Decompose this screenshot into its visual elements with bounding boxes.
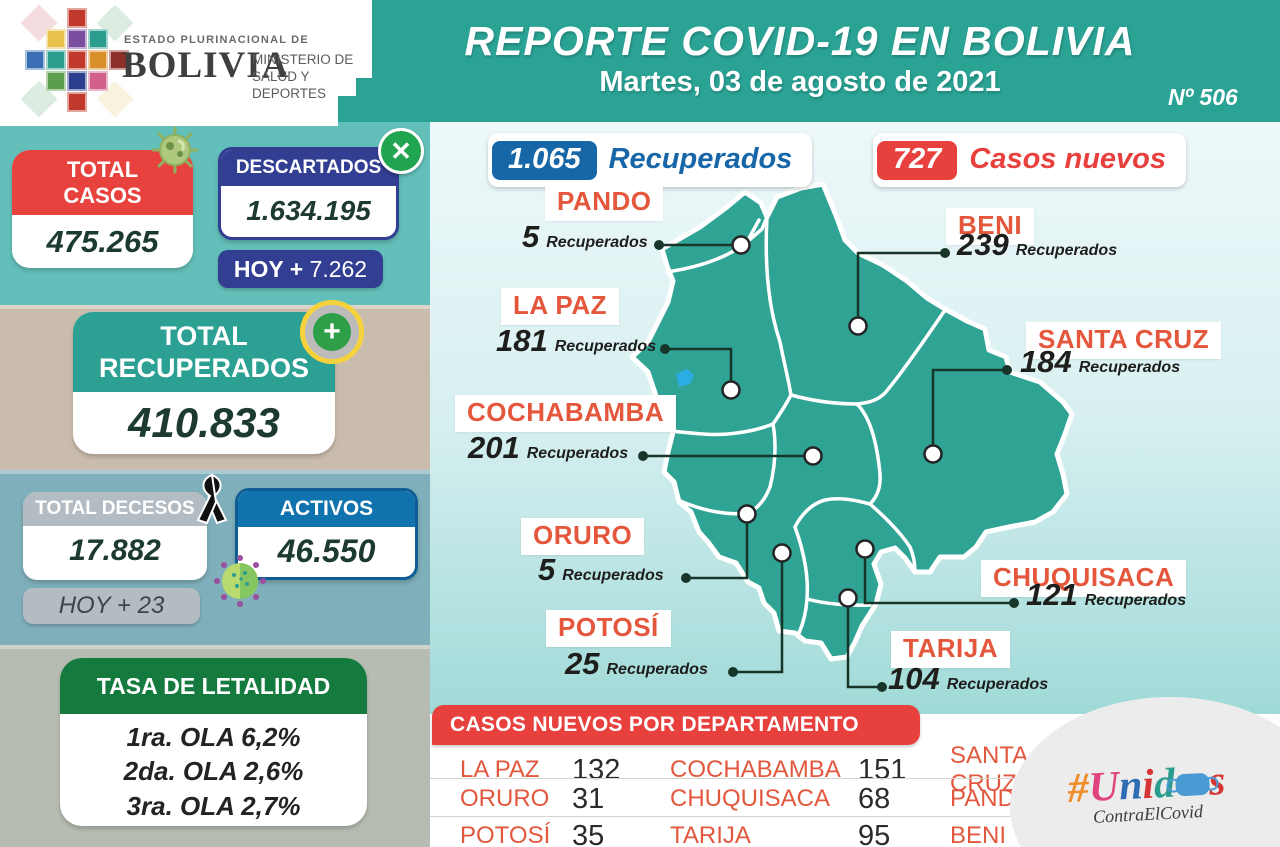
face-mask-icon <box>1174 772 1210 797</box>
dept-label-potosi: POTOSÍ <box>546 610 671 647</box>
total-deaths-card: TOTAL DECESOS 17.882 <box>23 492 207 580</box>
dept-value-beni: 239 Recuperados <box>957 227 1118 262</box>
dept-label-chuquisaca: CHUQUISACA <box>981 560 1187 597</box>
virus-icon <box>151 126 199 179</box>
lethality-wave-2: 2da. OLA 2,6% <box>123 756 304 787</box>
dept-value-potosi: 25 Recuperados <box>565 646 708 681</box>
dept-label-pando: PANDO <box>545 184 664 221</box>
new-cases-summary-pill: 727 Casos nuevos <box>873 133 1187 187</box>
coat-of-arms-mosaic-icon <box>20 4 134 118</box>
map-panel: 1.065 Recuperados 727 Casos nuevos PANDO… <box>430 122 1280 847</box>
total-cases-label-2: CASOS <box>63 182 142 208</box>
discarded-today-pill: HOY + 7.262 <box>218 250 383 288</box>
total-deaths-label: TOTAL DECESOS <box>23 492 207 526</box>
virus-icon-2 <box>212 553 268 614</box>
dept-label-oruro: ORURO <box>521 518 645 555</box>
lethality-wave-3: 3ra. OLA 2,7% <box>126 790 301 821</box>
logo-estado-text: ESTADO PLURINACIONAL DE <box>124 34 309 46</box>
logo-plaque: ESTADO PLURINACIONAL DE BOLIVIA MINISTER… <box>0 0 372 126</box>
x-circle-icon: ✕ <box>378 128 424 174</box>
dept-value-pando: 5 Recuperados <box>522 219 648 254</box>
total-recovered-label-2: RECUPERADOS <box>98 353 310 383</box>
recovered-summary-label: Recuperados <box>608 142 793 175</box>
total-cases-value: 475.265 <box>46 223 159 259</box>
discarded-label: DESCARTADOS <box>221 150 396 186</box>
new-cases-table-title: CASOS NUEVOS POR DEPARTAMENTO <box>432 705 920 745</box>
new-cases-summary-value: 727 <box>877 140 958 180</box>
deaths-today-pill: HOY + 23 <box>23 588 200 624</box>
active-cases-value: 46.550 <box>277 532 376 569</box>
new-cases-summary-label: Casos nuevos <box>969 142 1167 175</box>
dept-value-oruro: 5 Recuperados <box>538 552 664 587</box>
total-recovered-card: TOTAL RECUPERADOS 410.833 <box>73 312 335 454</box>
page-title: REPORTE COVID-19 EN BOLIVIA <box>464 18 1136 64</box>
report-date: Martes, 03 de agosto de 2021 <box>599 66 1001 98</box>
dept-label-tarija: TARIJA <box>891 631 1010 668</box>
total-recovered-value: 410.833 <box>128 399 280 446</box>
unidos-contra-el-covid-logo: #Unids ContraElCovid <box>1031 758 1264 831</box>
bolivia-outline <box>629 181 1075 662</box>
report-number: Nº 506 <box>1168 84 1238 110</box>
dept-label-beni: BENI <box>946 208 1035 245</box>
dept-value-cochabamba: 201 Recuperados <box>468 430 629 465</box>
dept-value-chuquisaca: 121 Recuperados <box>1026 577 1187 612</box>
active-cases-label: ACTIVOS <box>238 491 415 527</box>
recovered-summary-pill: 1.065 Recuperados <box>488 133 813 187</box>
recovered-summary-value: 1.065 <box>492 140 597 180</box>
discarded-value: 1.634.195 <box>246 195 371 226</box>
dept-value-santa-cruz: 184 Recuperados <box>1020 344 1181 379</box>
dept-label-cochabamba: COCHABAMBA <box>455 395 677 432</box>
label-dots <box>638 240 1019 692</box>
bolivia-map <box>629 181 1075 692</box>
mourning-ribbon-icon <box>190 472 234 531</box>
dept-label-la-paz: LA PAZ <box>501 288 619 325</box>
lethality-card: TASA DE LETALIDAD 1ra. OLA 6,2% 2da. OLA… <box>60 658 367 826</box>
discarded-card: DESCARTADOS 1.634.195 <box>218 147 399 240</box>
plus-circle-icon: + <box>300 300 364 364</box>
active-cases-card: ACTIVOS 46.550 <box>235 488 418 580</box>
map-markers <box>721 235 943 608</box>
total-recovered-label-1: TOTAL <box>160 320 248 351</box>
lethality-wave-1: 1ra. OLA 6,2% <box>126 722 301 752</box>
total-deaths-value: 17.882 <box>69 534 161 567</box>
dept-value-tarija: 104 Recuperados <box>888 661 1049 696</box>
logo-ministry-text: MINISTERIO DE SALUD Y DEPORTES <box>252 52 354 101</box>
lake-titicaca <box>676 369 694 387</box>
connector-lines <box>643 243 1014 689</box>
total-cases-label-1: TOTAL <box>66 157 139 183</box>
logo-country-text: BOLIVIA <box>122 45 290 86</box>
dept-label-santa-cruz: SANTA CRUZ <box>1026 322 1222 359</box>
lethality-label: TASA DE LETALIDAD <box>60 658 367 714</box>
dept-value-la-paz: 181 Recuperados <box>496 323 657 358</box>
